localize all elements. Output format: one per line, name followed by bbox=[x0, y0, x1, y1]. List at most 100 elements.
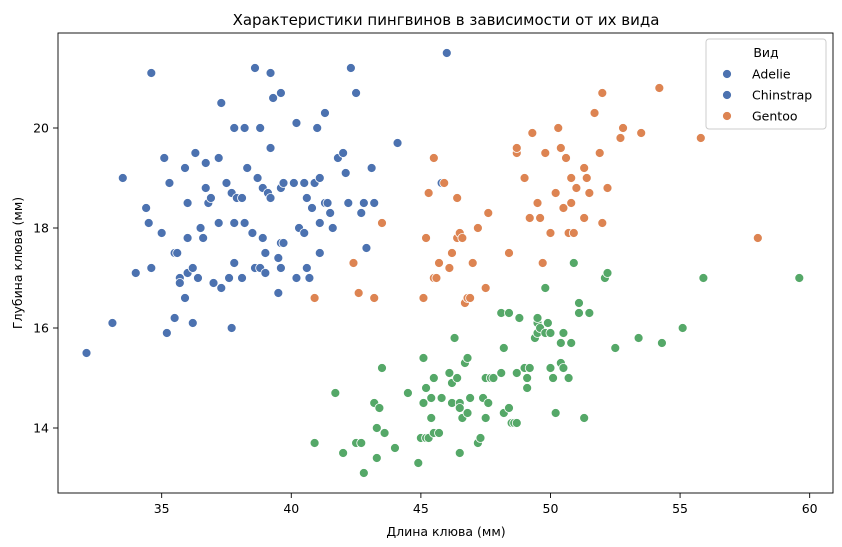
data-point bbox=[229, 258, 240, 268]
legend: Вид Adelie Chinstrap Gentoo bbox=[705, 38, 827, 130]
plot-frame bbox=[57, 32, 834, 494]
data-point bbox=[439, 178, 450, 188]
data-point bbox=[265, 68, 276, 78]
data-point bbox=[496, 368, 507, 378]
data-point bbox=[356, 438, 367, 448]
data-point bbox=[698, 273, 709, 283]
data-point bbox=[457, 233, 468, 243]
data-point bbox=[273, 253, 284, 263]
data-point bbox=[180, 293, 190, 303]
data-point bbox=[423, 188, 434, 198]
data-point bbox=[325, 208, 336, 218]
data-point bbox=[695, 133, 706, 143]
data-point bbox=[273, 288, 284, 298]
data-point bbox=[291, 118, 302, 128]
data-point bbox=[441, 48, 452, 58]
data-point bbox=[159, 153, 170, 163]
data-point bbox=[428, 373, 439, 383]
data-point bbox=[752, 233, 763, 243]
data-point bbox=[340, 168, 351, 178]
y-tick-label: 16 bbox=[33, 321, 49, 336]
data-point bbox=[345, 63, 356, 73]
data-point bbox=[169, 313, 180, 323]
data-point bbox=[309, 438, 320, 448]
data-point bbox=[371, 453, 382, 463]
data-point bbox=[361, 243, 372, 253]
data-point bbox=[444, 368, 455, 378]
data-point bbox=[239, 218, 250, 228]
data-point bbox=[618, 123, 628, 133]
data-point bbox=[568, 258, 579, 268]
data-point bbox=[141, 203, 152, 213]
data-point bbox=[657, 338, 667, 348]
data-point bbox=[571, 183, 582, 193]
data-point bbox=[462, 408, 473, 418]
data-points bbox=[81, 48, 805, 478]
data-point bbox=[377, 218, 387, 228]
data-point bbox=[278, 178, 289, 188]
data-point bbox=[195, 223, 206, 233]
data-point bbox=[187, 263, 198, 273]
data-point bbox=[535, 213, 546, 223]
data-point bbox=[413, 458, 424, 468]
data-point bbox=[301, 263, 312, 273]
data-point bbox=[472, 223, 483, 233]
data-point bbox=[633, 333, 644, 343]
data-point bbox=[579, 413, 590, 423]
data-point bbox=[421, 383, 431, 393]
data-point bbox=[379, 428, 390, 438]
data-point bbox=[465, 393, 476, 403]
data-point bbox=[239, 123, 250, 133]
data-point bbox=[568, 228, 579, 238]
data-point bbox=[602, 268, 613, 278]
data-point bbox=[172, 248, 183, 258]
data-point bbox=[299, 228, 310, 238]
data-point bbox=[467, 258, 478, 268]
data-point bbox=[229, 218, 240, 228]
data-point bbox=[117, 173, 128, 183]
data-point bbox=[358, 198, 369, 208]
data-point bbox=[527, 128, 538, 138]
data-point bbox=[454, 403, 465, 413]
data-point bbox=[237, 273, 247, 283]
data-point bbox=[794, 273, 805, 283]
data-point bbox=[566, 198, 577, 208]
data-point bbox=[615, 133, 626, 143]
data-point bbox=[566, 338, 577, 348]
data-point bbox=[208, 278, 219, 288]
legend-label-chinstrap: Chinstrap bbox=[752, 88, 812, 103]
data-point bbox=[161, 328, 172, 338]
data-point bbox=[107, 318, 118, 328]
data-point bbox=[348, 258, 359, 268]
data-point bbox=[180, 163, 190, 173]
data-point bbox=[343, 198, 354, 208]
x-tick-label: 60 bbox=[802, 501, 818, 516]
data-point bbox=[327, 223, 338, 233]
data-point bbox=[322, 198, 333, 208]
data-point bbox=[558, 328, 569, 338]
data-point bbox=[216, 98, 227, 108]
data-point bbox=[589, 108, 600, 118]
data-point bbox=[301, 193, 312, 203]
data-point bbox=[579, 213, 590, 223]
data-point bbox=[312, 123, 323, 133]
data-point bbox=[444, 263, 455, 273]
data-point bbox=[584, 308, 595, 318]
data-point bbox=[314, 173, 325, 183]
data-point bbox=[198, 233, 209, 243]
data-point bbox=[156, 228, 167, 238]
data-point bbox=[304, 273, 315, 283]
data-point bbox=[314, 248, 325, 258]
data-point bbox=[190, 148, 201, 158]
data-point bbox=[597, 88, 608, 98]
data-point bbox=[498, 343, 509, 353]
data-point bbox=[377, 363, 387, 373]
data-point bbox=[581, 173, 592, 183]
data-point bbox=[265, 143, 276, 153]
data-point bbox=[545, 328, 556, 338]
legend-label-adelie: Adelie bbox=[752, 67, 791, 82]
legend-marker-adelie bbox=[722, 69, 732, 79]
data-point bbox=[418, 353, 429, 363]
data-point bbox=[299, 178, 310, 188]
